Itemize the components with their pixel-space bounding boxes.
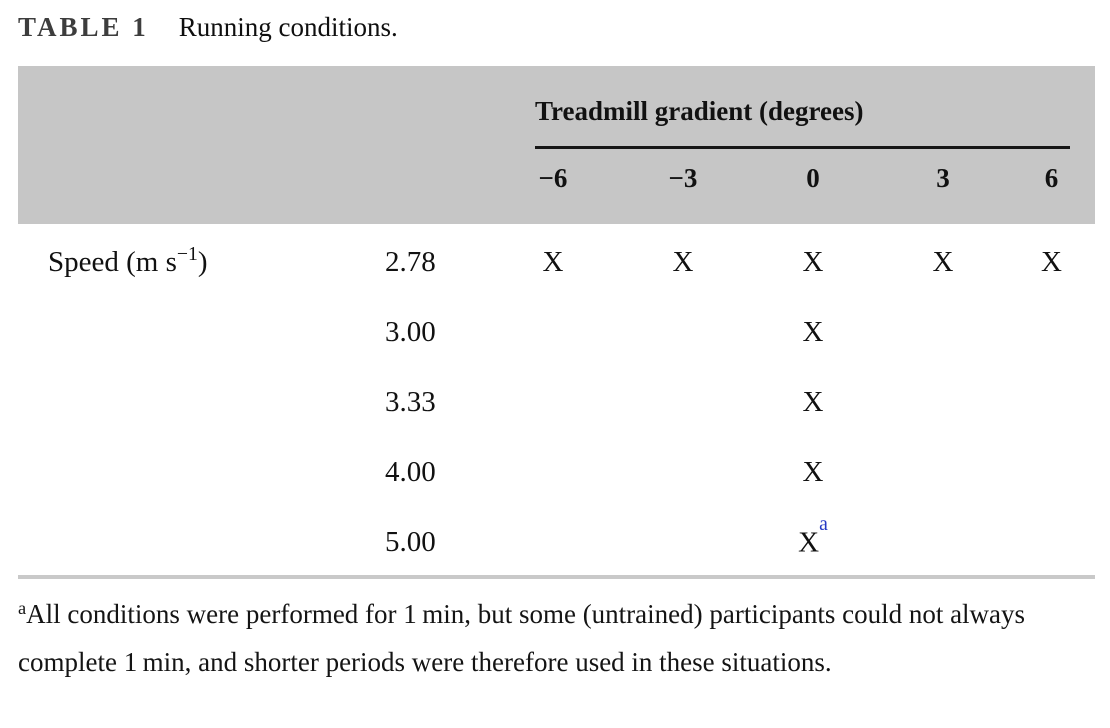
condition-mark: X xyxy=(672,245,694,278)
table-row-speed-5-00: 5.00 Xa xyxy=(18,504,1095,574)
row-header-speed: Speed (m s−1) xyxy=(18,224,368,294)
condition-mark xyxy=(1008,504,1095,574)
condition-mark xyxy=(618,364,748,434)
footnote-marker-link[interactable]: a xyxy=(819,513,828,536)
condition-mark xyxy=(1008,364,1095,434)
speed-value: 3.33 xyxy=(385,385,436,418)
footnote-text: All conditions were performed for 1 min,… xyxy=(18,599,1026,677)
running-conditions-table: Treadmill gradient (degrees) −6 −3 0 3 6… xyxy=(18,66,1096,574)
condition-mark: X xyxy=(1041,245,1062,278)
table-row-speed-3-00: 3.00 X xyxy=(18,294,1095,364)
table-header: Treadmill gradient (degrees) −6 −3 0 3 6 xyxy=(18,66,1096,224)
condition-mark xyxy=(878,364,1008,434)
condition-mark: X xyxy=(802,455,824,488)
condition-mark: X xyxy=(542,245,564,278)
header-corner-cell xyxy=(18,66,488,149)
footnote-marker: a xyxy=(18,597,27,618)
column-header-minus6: −6 xyxy=(488,149,618,224)
speed-value: 3.00 xyxy=(385,315,436,348)
group-header-label: Treadmill gradient (degrees) xyxy=(535,92,1071,149)
column-header-row: −6 −3 0 3 6 xyxy=(18,149,1096,224)
page: TABLE 1 Running conditions. Treadmill gra… xyxy=(18,10,1096,685)
row-header-empty xyxy=(18,434,368,504)
condition-mark xyxy=(878,434,1008,504)
group-header-row: Treadmill gradient (degrees) xyxy=(18,66,1096,149)
condition-mark xyxy=(1008,294,1095,364)
condition-mark: X xyxy=(802,385,824,418)
group-header-cell: Treadmill gradient (degrees) xyxy=(488,66,1096,149)
condition-mark xyxy=(618,504,748,574)
header-corner-cell-2 xyxy=(18,149,488,224)
table-row-speed-2-78: Speed (m s−1) 2.78 X X X X X xyxy=(18,224,1095,294)
condition-mark xyxy=(1008,434,1095,504)
condition-mark xyxy=(488,294,618,364)
condition-mark xyxy=(878,294,1008,364)
speed-value: 2.78 xyxy=(385,245,436,278)
row-header-speed-suffix: ) xyxy=(197,245,208,278)
row-header-empty xyxy=(18,364,368,434)
row-header-speed-exponent: −1 xyxy=(176,243,198,266)
condition-mark xyxy=(878,504,1008,574)
condition-mark: X xyxy=(798,526,820,559)
row-header-empty xyxy=(18,294,368,364)
row-header-empty xyxy=(18,504,368,574)
condition-mark xyxy=(488,504,618,574)
speed-value: 5.00 xyxy=(385,525,436,558)
condition-mark: X xyxy=(802,315,824,348)
condition-mark xyxy=(618,434,748,504)
column-header-minus3: −3 xyxy=(618,149,748,224)
column-header-0: 0 xyxy=(748,149,878,224)
table-row-speed-3-33: 3.33 X xyxy=(18,364,1095,434)
row-header-speed-prefix: Speed (m s xyxy=(48,245,177,278)
condition-mark: X xyxy=(802,245,824,278)
table-bottom-rule xyxy=(18,575,1095,579)
condition-mark: X xyxy=(932,245,954,278)
condition-mark-with-footnote: Xa xyxy=(748,504,878,574)
table-body: Speed (m s−1) 2.78 X X X X X 3.00 X 3.33 xyxy=(18,224,1095,574)
column-header-6: 6 xyxy=(1008,149,1096,224)
table-footnote: aAll conditions were performed for 1 min… xyxy=(18,592,1095,685)
speed-value: 4.00 xyxy=(385,455,436,488)
table-title: TABLE 1 Running conditions. xyxy=(18,10,1095,44)
condition-mark xyxy=(488,364,618,434)
table-number-label: TABLE 1 xyxy=(18,12,149,42)
table-caption: Running conditions. xyxy=(178,12,398,42)
condition-mark xyxy=(488,434,618,504)
column-header-3: 3 xyxy=(878,149,1008,224)
condition-mark xyxy=(618,294,748,364)
table-row-speed-4-00: 4.00 X xyxy=(18,434,1095,504)
